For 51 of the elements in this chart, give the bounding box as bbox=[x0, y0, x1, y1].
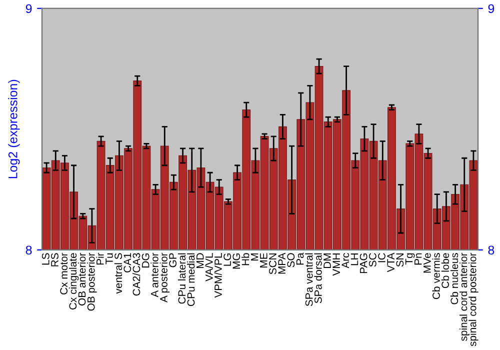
x-tick-label: Tg bbox=[405, 253, 415, 265]
x-tick-label: SPa ventral bbox=[305, 253, 313, 306]
x-tick-label: ME bbox=[260, 253, 268, 268]
x-tick-label: ventral S bbox=[114, 253, 122, 294]
x-tick-label: VPM/VPL bbox=[214, 253, 222, 298]
x-tick-label: CA1 bbox=[124, 253, 132, 272]
x-tick-label: VMH bbox=[332, 254, 340, 276]
x-tick-label: MPA bbox=[278, 252, 286, 274]
x-tick-label: Cx motor bbox=[60, 252, 68, 294]
x-tick-label: Cb nucleus bbox=[450, 253, 458, 304]
x-tick-label: DG bbox=[142, 253, 150, 268]
x-tick-label: M bbox=[250, 254, 258, 260]
x-tick-label: SO bbox=[287, 253, 295, 268]
x-tick-label: spinal cord anterior bbox=[460, 252, 470, 341]
x-tick-label: Pn bbox=[414, 253, 422, 265]
x-tick-label: Cx cingulate bbox=[68, 253, 79, 310]
x-tick-label: GP bbox=[169, 253, 177, 268]
x-tick-label: IC bbox=[378, 253, 386, 262]
x-tick-label: Pa bbox=[296, 252, 304, 265]
x-tick-label: MD bbox=[196, 253, 204, 268]
x-tick-label: VA/VL bbox=[205, 253, 213, 282]
x-tick-label: SCN bbox=[269, 254, 276, 274]
x-tick-label: DM bbox=[324, 254, 331, 268]
x-tick-label: Cb vermis bbox=[432, 253, 440, 300]
x-tick-label: LH bbox=[350, 254, 358, 266]
x-tick-label: OB posterior bbox=[87, 252, 97, 311]
x-tick-label: MVe bbox=[424, 253, 431, 273]
x-tick-label: RS bbox=[51, 253, 58, 266]
x-tick-label: SPa dorsal bbox=[314, 253, 322, 304]
x-tick-label: LS bbox=[42, 253, 50, 265]
x-tick-label: A posterior bbox=[160, 252, 170, 302]
y2-tick-label: 8 bbox=[488, 246, 494, 255]
x-tick-label: PAG bbox=[360, 253, 368, 274]
y2-tick-label: 9 bbox=[488, 4, 494, 14]
y-axis-title: Log2 (expression) bbox=[8, 80, 20, 178]
x-tick-label: Hb bbox=[242, 253, 250, 266]
x-tick-label: OB anterior bbox=[78, 252, 86, 306]
x-tick-label: LG bbox=[224, 253, 232, 266]
x-tick-label: VTA bbox=[387, 252, 394, 272]
x-tick-label: CPu medial bbox=[187, 253, 195, 306]
x-tick-label: A anterior bbox=[150, 252, 158, 298]
x-tick-label: MG bbox=[232, 253, 240, 269]
x-tick-label: CA2/CA3 bbox=[132, 253, 140, 296]
x-tick-label: SC bbox=[368, 253, 376, 267]
x-tick-label: Arc bbox=[342, 252, 350, 268]
x-tick-label: CPu lateral bbox=[178, 253, 186, 304]
x-tick-label: Cb lobe bbox=[441, 253, 450, 288]
x-tick-label: Pir bbox=[96, 252, 104, 265]
x-tick-label: Tu bbox=[106, 253, 113, 264]
x-tick-label: SN bbox=[396, 254, 404, 267]
x-tick-label: spinal cord posterior bbox=[468, 252, 478, 346]
